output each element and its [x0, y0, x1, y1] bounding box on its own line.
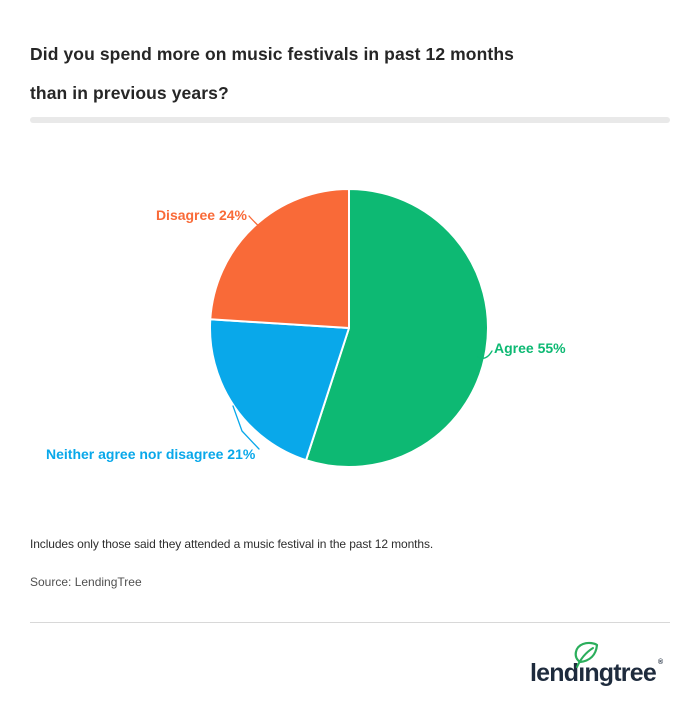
pie-slice-agree	[305, 188, 489, 468]
chart-title-line-1: Did you spend more on music festivals in…	[30, 44, 514, 64]
footer-divider	[30, 622, 670, 623]
leader-line-neither	[232, 405, 260, 450]
leaf-icon	[574, 641, 599, 668]
chart-source: Source: LendingTree	[30, 575, 142, 589]
logo-registered-mark: ®	[658, 658, 664, 666]
pie-label-disagree: Disagree 24%	[156, 207, 248, 223]
leaf-vein	[576, 647, 594, 668]
chart-title-line-2: than in previous years?	[30, 83, 229, 103]
pie-label-agree: Agree 55%	[494, 340, 566, 356]
pie-label-neither: Neither agree nor disagree 21%	[46, 446, 256, 462]
pie-slice-disagree	[209, 188, 350, 329]
chart-footnote: Includes only those said they attended a…	[30, 537, 434, 551]
pie-chart: Disagree 24% Agree 55% Neither agree nor…	[46, 188, 566, 468]
title-divider	[30, 117, 670, 123]
logo-wordmark: lendıngtree	[530, 659, 657, 687]
pie-slices	[208, 188, 489, 468]
lendingtree-logo: lendıngtree ®	[530, 641, 664, 687]
leader-line-disagree	[248, 215, 267, 234]
pie-slice-neither	[208, 318, 350, 462]
pie-label-group: Disagree 24% Agree 55% Neither agree nor…	[46, 207, 566, 462]
leader-line-agree	[477, 350, 493, 359]
